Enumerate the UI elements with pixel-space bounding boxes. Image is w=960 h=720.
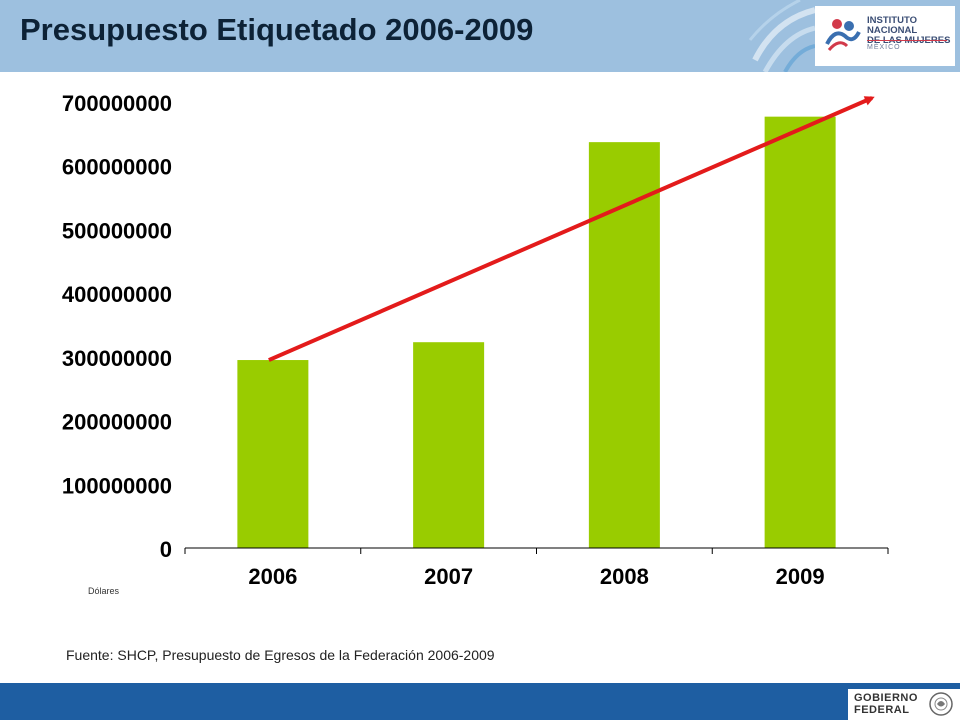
logo-line-1: INSTITUTO NACIONAL — [867, 15, 918, 36]
bar-2007 — [413, 342, 485, 548]
logo-country: MÉXICO — [867, 44, 901, 51]
logo-text: INSTITUTO NACIONAL DE LAS MUJERES — [867, 16, 955, 46]
x-tick-label: 2008 — [600, 564, 649, 589]
x-tick-label: 2006 — [248, 564, 297, 589]
page-title: Presupuesto Etiquetado 2006-2009 — [20, 12, 534, 47]
gov-text: GOBIERNO FEDERAL — [854, 692, 918, 716]
x-axis: 2006 2007 2008 2009 — [184, 547, 889, 589]
national-seal-icon — [929, 692, 953, 716]
y-tick-label: 0 — [160, 537, 172, 562]
bar-2009 — [764, 116, 836, 548]
source-note: Fuente: SHCP, Presupuesto de Egresos de … — [66, 647, 495, 663]
unit-note: Dólares — [88, 586, 120, 596]
trend-arrow — [268, 96, 875, 362]
y-tick-label: 700000000 — [62, 91, 172, 116]
x-tick-label: 2007 — [424, 564, 473, 589]
gobierno-federal-logo: GOBIERNO FEDERAL — [848, 689, 960, 720]
decorative-swirl-icon — [748, 0, 815, 72]
y-tick-label: 400000000 — [62, 282, 172, 307]
inmujeres-logo: INSTITUTO NACIONAL DE LAS MUJERES MÉXICO — [815, 6, 955, 66]
footer-band: GOBIERNO FEDERAL — [0, 683, 960, 720]
header-band: Presupuesto Etiquetado 2006-2009 INSTITU… — [0, 0, 960, 72]
budget-bar-chart: 0 100000000 200000000 300000000 400000000 500… — [62, 91, 889, 589]
y-tick-label: 200000000 — [62, 410, 172, 435]
y-tick-label: 100000000 — [62, 473, 172, 498]
gov-line-2: FEDERAL — [854, 704, 910, 716]
trend-arrow-line — [268, 96, 875, 362]
logo-divider — [867, 40, 947, 41]
y-axis: 0 100000000 200000000 300000000 400000000 500… — [62, 91, 172, 562]
gov-line-1: GOBIERNO — [854, 692, 918, 704]
y-tick-label: 600000000 — [62, 155, 172, 180]
y-tick-label: 500000000 — [62, 218, 172, 243]
inmujeres-emblem-icon — [825, 19, 861, 51]
bar-2006 — [237, 360, 309, 548]
y-tick-label: 300000000 — [62, 346, 172, 371]
x-tick-label: 2009 — [776, 564, 825, 589]
bars — [237, 116, 836, 548]
bar-2008 — [588, 142, 660, 548]
